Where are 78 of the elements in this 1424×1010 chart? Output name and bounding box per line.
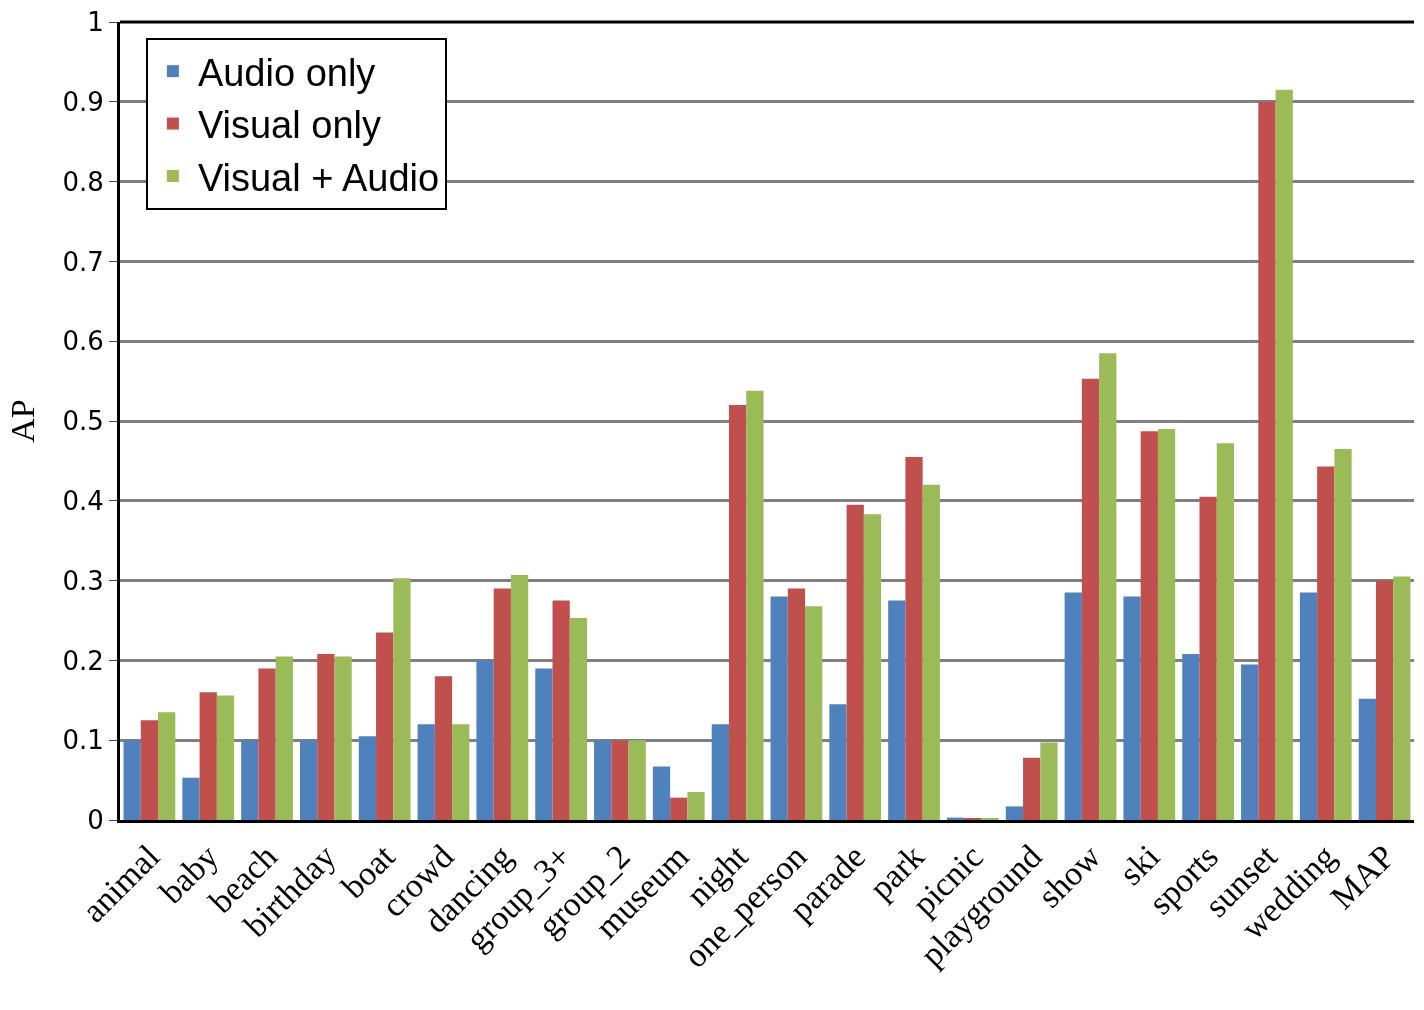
bar	[493, 588, 511, 820]
bar	[1199, 496, 1217, 820]
bar	[1299, 592, 1318, 820]
bar	[476, 660, 494, 820]
bar	[452, 724, 470, 820]
bar	[317, 654, 335, 820]
bar	[216, 695, 235, 820]
bar	[1241, 664, 1259, 820]
y-tick-label: 0.3	[62, 565, 104, 596]
y-tick-label: 0.2	[62, 645, 104, 676]
bar	[922, 484, 940, 820]
bar	[1123, 596, 1141, 820]
y-axis-title: AP	[4, 399, 42, 443]
bar	[299, 740, 318, 820]
y-tick-label: 0.4	[62, 485, 104, 516]
bar	[594, 740, 612, 820]
bar	[1275, 89, 1293, 820]
bar	[1317, 466, 1335, 820]
y-tick-label: 0.5	[62, 406, 104, 437]
bar	[1157, 428, 1176, 820]
bar	[1140, 431, 1158, 820]
legend-label: Audio only	[197, 51, 376, 94]
bar	[1216, 443, 1235, 820]
y-tick-label: 0.6	[62, 326, 104, 357]
bar	[746, 390, 764, 820]
bar	[334, 656, 352, 820]
bar	[1023, 757, 1041, 820]
bar	[376, 632, 394, 820]
bar	[728, 405, 747, 820]
y-tick-label: 0.8	[62, 166, 104, 197]
bar	[258, 668, 276, 820]
bar	[182, 777, 200, 820]
bar	[829, 704, 847, 820]
bar	[241, 740, 259, 820]
bar	[158, 712, 176, 820]
bar	[1099, 353, 1117, 820]
bar	[1334, 448, 1352, 820]
bar	[552, 600, 570, 820]
bar	[888, 600, 906, 820]
bar	[787, 588, 806, 820]
bar	[652, 766, 671, 820]
bar	[687, 792, 705, 820]
bar	[1358, 698, 1376, 820]
bar	[805, 606, 823, 820]
bar	[510, 575, 529, 820]
bar	[846, 504, 864, 820]
bar	[1375, 580, 1394, 820]
bar	[358, 736, 377, 820]
bar	[1393, 576, 1411, 820]
bar	[1005, 806, 1024, 820]
y-tick-label: 0	[87, 805, 104, 836]
bar	[1064, 592, 1082, 820]
bar	[535, 668, 553, 820]
bar	[1081, 378, 1100, 820]
bar	[770, 596, 788, 820]
bar	[569, 618, 588, 820]
y-tick-label: 0.9	[62, 86, 104, 117]
bar	[123, 740, 141, 820]
bar	[863, 514, 882, 820]
y-tick-label: 0.7	[62, 246, 104, 277]
bar	[628, 740, 646, 820]
bar	[393, 578, 411, 820]
bar	[1182, 654, 1200, 820]
bar	[905, 456, 923, 820]
bar	[140, 720, 159, 820]
bar	[711, 724, 729, 820]
bar	[199, 692, 217, 820]
y-tick-label: 0.1	[62, 725, 104, 756]
bar	[275, 656, 293, 820]
bar	[417, 724, 435, 820]
bar	[611, 740, 629, 820]
bar	[1258, 101, 1276, 820]
legend-label: Visual + Audio	[197, 156, 440, 199]
bar	[1040, 742, 1058, 820]
bar	[434, 676, 453, 820]
legend-label: Visual only	[197, 104, 381, 147]
bar	[670, 797, 688, 820]
y-tick-label: 1	[87, 7, 104, 38]
